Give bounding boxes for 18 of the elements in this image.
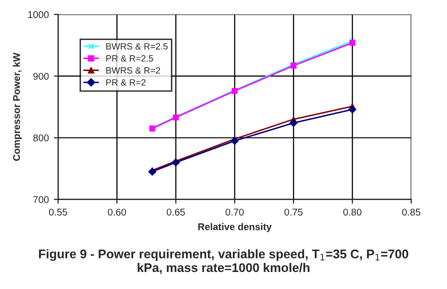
x-tick-label: 0.60: [108, 208, 126, 216]
x-tick-label: 0.65: [166, 208, 185, 216]
x-tick-label: 0.80: [343, 208, 362, 216]
x-tick-label: 0.85: [402, 208, 420, 216]
y-tick-label: 800: [33, 134, 49, 142]
y-tick-label: 1000: [28, 11, 49, 18]
legend-label: BWRS & R=2.5: [106, 43, 168, 50]
x-axis-title: Relative density: [198, 223, 272, 232]
y-tick-label: 700: [33, 196, 49, 204]
chart-title: Figure 9 - Power requirement, variable speed, T$_{1}$=35 C, P$_{1}$=700 kPa, mass rate=1000 kmole/h: [39, 249, 408, 274]
x-tick-label: 0.70: [226, 208, 244, 216]
y-axis-title: Compressor Power, kW: [12, 52, 22, 161]
y-tick-label: 900: [33, 72, 49, 80]
legend-label: BWRS & R=2: [106, 67, 160, 74]
legend-label: PR & R=2: [106, 79, 146, 86]
legend-label: PR & R=2.5: [106, 55, 154, 62]
x-tick-label: 0.55: [49, 208, 68, 216]
x-tick-label: 0.75: [284, 208, 303, 216]
